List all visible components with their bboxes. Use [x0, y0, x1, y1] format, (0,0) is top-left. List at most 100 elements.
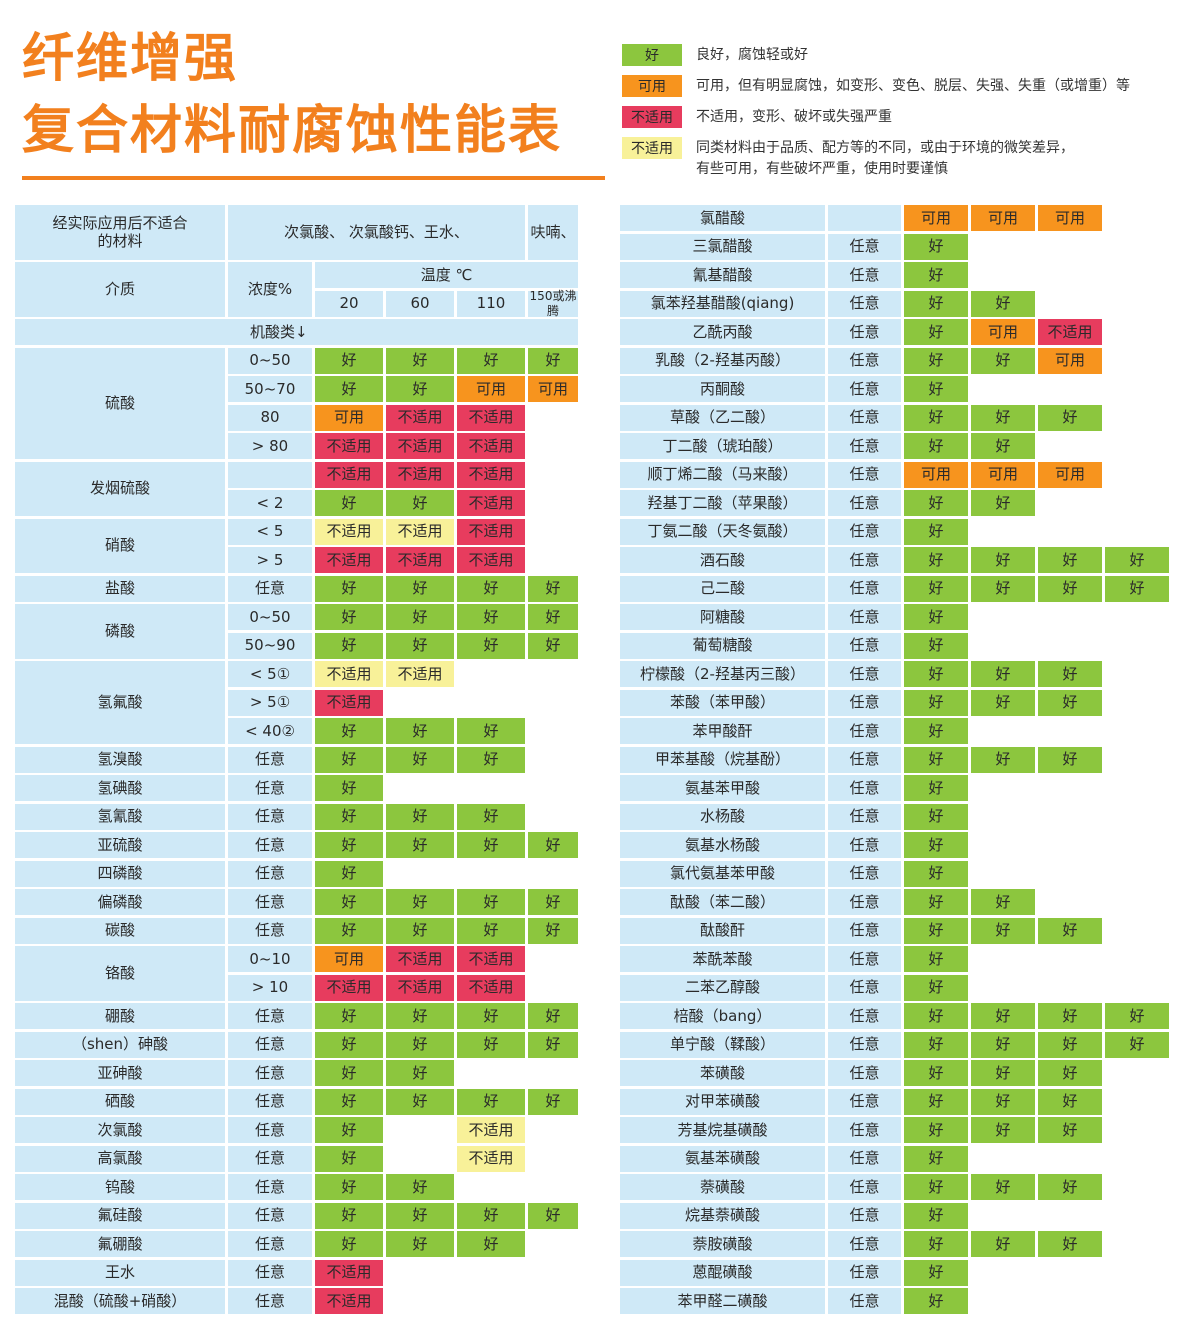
- medium-name: 苯甲醛二磺酸: [620, 1288, 825, 1314]
- rating-cell: 好: [971, 1174, 1035, 1200]
- rating-cell: 好: [315, 1031, 383, 1058]
- medium-name: （shen）砷酸: [15, 1031, 225, 1058]
- rating-cell: 好: [904, 376, 968, 402]
- medium-name: 氨基苯磺酸: [620, 1145, 825, 1172]
- header-unsuitable-list-2: 呋喃、: [528, 205, 578, 260]
- concentration-cell: 任意: [828, 1231, 901, 1257]
- concentration-cell: 任意: [228, 1231, 312, 1257]
- concentration-cell: 任意: [828, 889, 901, 915]
- rating-cell: 好: [904, 974, 968, 1001]
- legend-row-caution: 不适用 同类材料由于品质、配方等的不同，或由于环境的微笑差异， 有些可用，有些破…: [622, 137, 1190, 180]
- rating-cell: 不适用: [315, 547, 383, 573]
- rating-cell: 好: [386, 575, 454, 602]
- concentration-cell: 任意: [828, 1060, 901, 1086]
- rating-cell: 好: [904, 1031, 968, 1058]
- rating-cell: 好: [904, 233, 968, 260]
- organic-acid-table: 氯醋酸 可用 可用 可用 三氯醋酸 任意好氰基醋酸 任意好氯苯羟基醋酸(qiang) 任意好好…: [620, 205, 1169, 1314]
- concentration-cell: 任意: [828, 689, 901, 716]
- concentration-cell: 任意: [828, 604, 901, 630]
- medium-name: 阿糖酸: [620, 604, 825, 630]
- rating-cell: 好: [971, 490, 1035, 516]
- medium-name: 棓酸（bang）: [620, 1003, 825, 1029]
- rating-cell: 不适用: [386, 547, 454, 573]
- medium-name: 氯醋酸: [620, 205, 825, 231]
- concentration-cell: 任意: [228, 1031, 312, 1058]
- header-temperature: 温度 ℃: [315, 262, 578, 288]
- concentration-cell: 任意: [828, 490, 901, 516]
- medium-name: 酒石酸: [620, 547, 825, 573]
- medium-name: 草酸（乙二酸）: [620, 404, 825, 431]
- medium-name: 甲苯基酸（烷基酚）: [620, 746, 825, 773]
- medium-name: 氟硅酸: [15, 1202, 225, 1229]
- rating-cell: 好: [315, 1060, 383, 1086]
- rating-cell: 好: [386, 376, 454, 402]
- rating-cell: 不适用: [457, 518, 525, 545]
- rating-cell: 好: [528, 1088, 578, 1115]
- rating-cell: 好: [457, 604, 525, 630]
- concentration-cell: 0~50: [228, 347, 312, 374]
- rating-cell: 好: [904, 832, 968, 858]
- rating-cell: 不适用: [457, 946, 525, 972]
- rating-cell: 好: [1038, 1117, 1102, 1143]
- rating-cell: 好: [457, 632, 525, 659]
- rating-cell: 好: [971, 1231, 1035, 1257]
- rating-cell: 好: [315, 832, 383, 858]
- legend-desc-unsuitable: 不适用，变形、破坏或失强严重: [696, 109, 892, 125]
- rating-cell: 好: [386, 1003, 454, 1029]
- rating-cell: 不适用: [315, 461, 383, 488]
- rating-cell: 好: [1038, 661, 1102, 687]
- rating-cell: 不适用: [457, 490, 525, 516]
- medium-name: 蒽醌磺酸: [620, 1259, 825, 1286]
- rating-cell: 好: [315, 1231, 383, 1257]
- concentration-cell: 任意: [828, 404, 901, 431]
- rating-cell: 可用: [971, 461, 1035, 488]
- concentration-cell: 任意: [228, 1174, 312, 1200]
- concentration-cell: > 5①: [228, 689, 312, 716]
- title-underline: [22, 176, 605, 180]
- section-acid-class: 机酸类↓: [15, 319, 578, 345]
- legend-row-usable: 可用 可用，但有明显腐蚀，如变形、变色、脱层、失强、失重（或增重）等: [622, 75, 1190, 97]
- medium-name: 磷酸: [15, 604, 225, 659]
- rating-cell: 可用: [315, 946, 383, 972]
- header-unsuitable-list: 次氯酸、 次氯酸钙、王水、: [228, 205, 525, 260]
- medium-name: 氨基水杨酸: [620, 832, 825, 858]
- rating-cell: 好: [904, 547, 968, 573]
- medium-name: 高氯酸: [15, 1145, 225, 1172]
- medium-name: 氢溴酸: [15, 746, 225, 773]
- medium-name: 苯酰苯酸: [620, 946, 825, 972]
- rating-cell: 好: [1105, 1003, 1169, 1029]
- header-medium: 介质: [15, 262, 225, 317]
- rating-cell: 不适用: [457, 547, 525, 573]
- rating-cell: 好: [457, 575, 525, 602]
- rating-cell: 不适用: [1038, 319, 1102, 345]
- rating-cell: 好: [1038, 917, 1102, 944]
- concentration-cell: 任意: [228, 1288, 312, 1314]
- concentration-cell: 任意: [228, 746, 312, 773]
- medium-name: 柠檬酸（2-羟基丙三酸）: [620, 661, 825, 687]
- medium-name: 次氯酸: [15, 1117, 225, 1143]
- rating-cell: 好: [386, 1231, 454, 1257]
- medium-name: 羟基丁二酸（苹果酸）: [620, 490, 825, 516]
- rating-cell: 好: [315, 1003, 383, 1029]
- rating-cell: 好: [386, 917, 454, 944]
- medium-name: 氯代氨基苯甲酸: [620, 860, 825, 887]
- concentration-cell: 任意: [828, 974, 901, 1001]
- concentration-cell: < 40②: [228, 718, 312, 744]
- rating-cell: 好: [315, 746, 383, 773]
- rating-cell: 可用: [904, 205, 968, 231]
- rating-cell: 好: [315, 1174, 383, 1200]
- rating-cell: 好: [1105, 1031, 1169, 1058]
- rating-cell: 好: [457, 832, 525, 858]
- medium-name: 乙酰丙酸: [620, 319, 825, 345]
- concentration-cell: 80: [228, 404, 312, 431]
- concentration-cell: [228, 461, 312, 488]
- rating-cell: 好: [386, 347, 454, 374]
- rating-cell: 好: [457, 917, 525, 944]
- rating-cell: 可用: [457, 376, 525, 402]
- legend-desc-good: 良好，腐蚀轻或好: [696, 47, 808, 63]
- rating-cell: 好: [1038, 1060, 1102, 1086]
- concentration-cell: 任意: [828, 718, 901, 744]
- concentration-cell: 任意: [828, 233, 901, 260]
- rating-cell: 好: [971, 746, 1035, 773]
- page-title-line1: 纤维增强: [22, 29, 239, 89]
